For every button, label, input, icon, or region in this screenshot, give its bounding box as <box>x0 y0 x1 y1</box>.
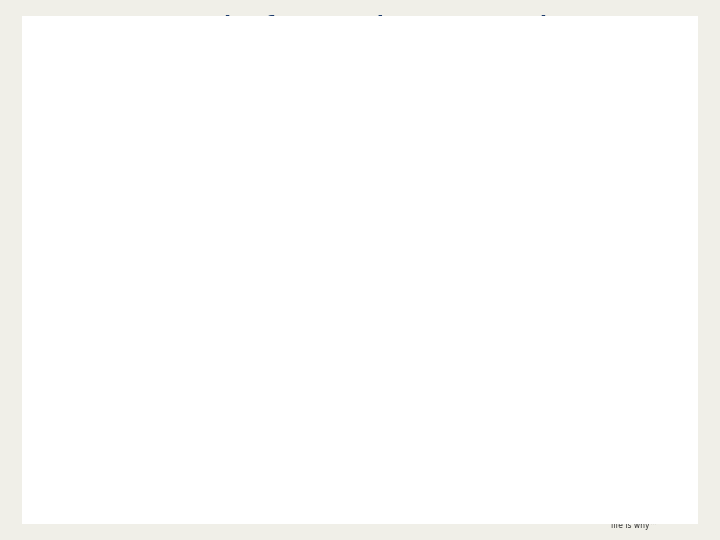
Text: • Exacerbation of previously controlled hypertension: • Exacerbation of previously controlled … <box>225 138 399 144</box>
Text: Yes: Yes <box>310 343 323 352</box>
Text: Conditions:: Conditions: <box>225 107 274 116</box>
Text: Screen for
secondary hypertension
(Class I)
(See Table 13): Screen for secondary hypertension (Class… <box>243 231 348 271</box>
Text: • Abrupt onset of hypertension: • Abrupt onset of hypertension <box>225 123 327 129</box>
Text: Colors correspond to Class of Recommendation in Table 1 .
TOD indicates target o: Colors correspond to Class of Recommenda… <box>202 453 518 503</box>
FancyBboxPatch shape <box>361 379 452 426</box>
Text: No: No <box>397 343 407 352</box>
FancyBboxPatch shape <box>217 379 337 426</box>
Text: Refer to clinician with
specific expertise
(Class IIb): Refer to clinician with specific experti… <box>230 387 325 417</box>
Text: • Onset of diastolic hypertension in older adults (age ≥65 y): • Onset of diastolic hypertension in old… <box>225 161 424 167</box>
Text: American
Heart
Association®
life is why™: American Heart Association® life is why™ <box>608 490 660 530</box>
Text: • Onset of hypertension at <30 y: • Onset of hypertension at <30 y <box>225 131 334 137</box>
Text: Yes: Yes <box>321 187 334 197</box>
Text: New-onset or uncontrolled hypertension in adults: New-onset or uncontrolled hypertension i… <box>265 69 455 77</box>
Text: Referral not
necessary
(No Benefit): Referral not necessary (No Benefit) <box>384 387 430 417</box>
FancyBboxPatch shape <box>236 221 354 281</box>
Text: • Disproportionate TOD for degree of hypertension: • Disproportionate TOD for degree of hyp… <box>225 146 392 152</box>
FancyBboxPatch shape <box>390 222 481 268</box>
Text: • Accelerated/malignant hypertension: • Accelerated/malignant hypertension <box>225 153 351 159</box>
FancyBboxPatch shape <box>236 56 484 90</box>
Text: Positive
screening test: Positive screening test <box>333 309 387 328</box>
Text: • Drug-resistant/Induced hypertension: • Drug-resistant/Induced hypertension <box>225 116 351 122</box>
Text: No: No <box>402 187 412 197</box>
Text: • Unprovoked or excessive hypokalemia: • Unprovoked or excessive hypokalemia <box>225 168 357 174</box>
Text: Screening for Secondary Hypertension: Screening for Secondary Hypertension <box>148 15 572 34</box>
Text: AMERICAN
COLLEGE of
CARDIOLOGY: AMERICAN COLLEGE of CARDIOLOGY <box>66 495 122 525</box>
Polygon shape <box>302 300 418 338</box>
FancyBboxPatch shape <box>212 100 508 181</box>
Text: Screening not
indicated
(No benefit): Screening not indicated (No benefit) <box>409 231 462 261</box>
